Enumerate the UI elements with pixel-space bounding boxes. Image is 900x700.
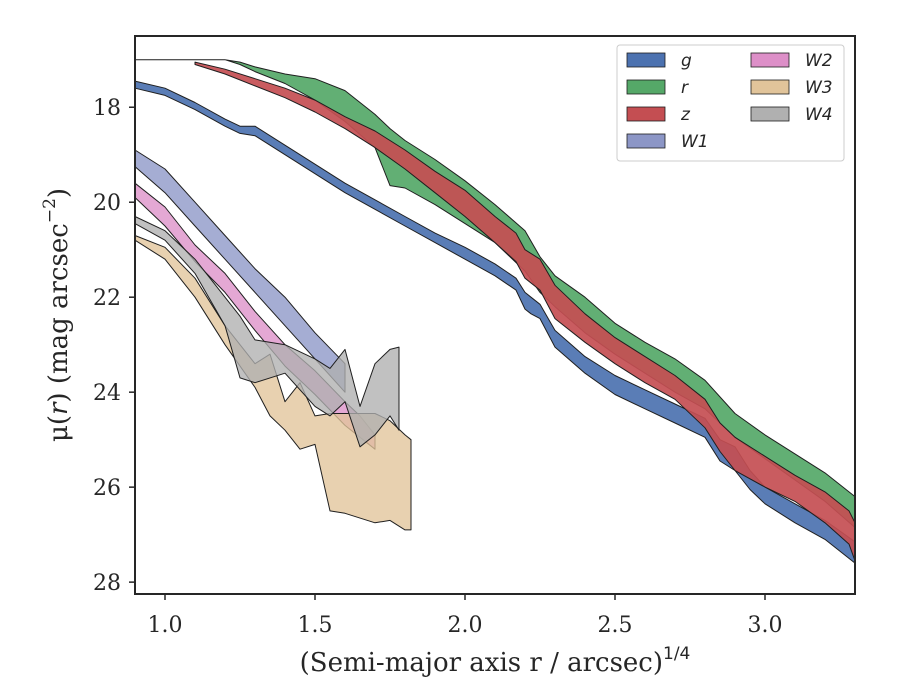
y-axis-ticks: 18 20 22 24 26 28 — [93, 96, 135, 596]
y-axis-title-exponent: −2 — [40, 198, 60, 223]
y-tick-label: 26 — [93, 476, 121, 501]
x-axis-title-text: (Semi-major axis r / arcsec) — [300, 648, 663, 678]
legend-swatch-w4 — [750, 106, 790, 122]
y-axis-title-symbol: r — [44, 401, 74, 415]
x-axis-ticks: 1.0 1.5 2.0 2.5 3.0 — [148, 594, 783, 638]
legend-swatch-w1 — [626, 133, 666, 149]
y-axis-title-suffix: ) (mag arcsec — [44, 223, 74, 402]
legend-swatch-w2 — [750, 52, 790, 68]
legend-swatch-z — [626, 106, 666, 122]
series-band-w4 — [134, 216, 400, 448]
y-tick-label: 18 — [93, 96, 121, 121]
legend: grz W1 W2 W3 W4 — [616, 44, 845, 162]
y-tick-label: 28 — [93, 571, 121, 596]
x-tick-label: 2.5 — [598, 613, 633, 638]
legend-label-g: g — [681, 51, 692, 71]
y-tick-label: 20 — [93, 191, 121, 216]
legend-swatch-r — [626, 79, 666, 95]
legend-frame — [616, 44, 845, 162]
legend-swatch-g — [626, 52, 666, 68]
legend-label-w2: W2 — [805, 51, 833, 71]
y-axis-title: μ(r) (mag arcsec−2) — [40, 188, 74, 442]
y-axis-title-prefix: μ( — [44, 415, 74, 442]
x-axis-title: (Semi-major axis r / arcsec)1/4 — [300, 644, 691, 678]
legend-label-w4: W4 — [805, 105, 833, 125]
x-tick-label: 1.0 — [148, 613, 183, 638]
y-axis-title-close: ) — [44, 188, 74, 198]
x-tick-label: 3.0 — [748, 613, 783, 638]
legend-label-r: r — [681, 78, 689, 98]
series-bands — [134, 59, 856, 564]
x-tick-label: 2.0 — [448, 613, 483, 638]
y-tick-label: 22 — [93, 286, 121, 311]
legend-swatch-w3 — [750, 79, 790, 95]
legend-label-w3: W3 — [805, 78, 833, 98]
axes-frame — [134, 35, 856, 595]
legend-label-w1: W1 — [681, 132, 709, 152]
x-axis-title-exponent: 1/4 — [663, 644, 690, 664]
legend-label-z: z — [680, 105, 691, 125]
x-tick-label: 1.5 — [298, 613, 333, 638]
y-tick-label: 24 — [93, 381, 121, 406]
